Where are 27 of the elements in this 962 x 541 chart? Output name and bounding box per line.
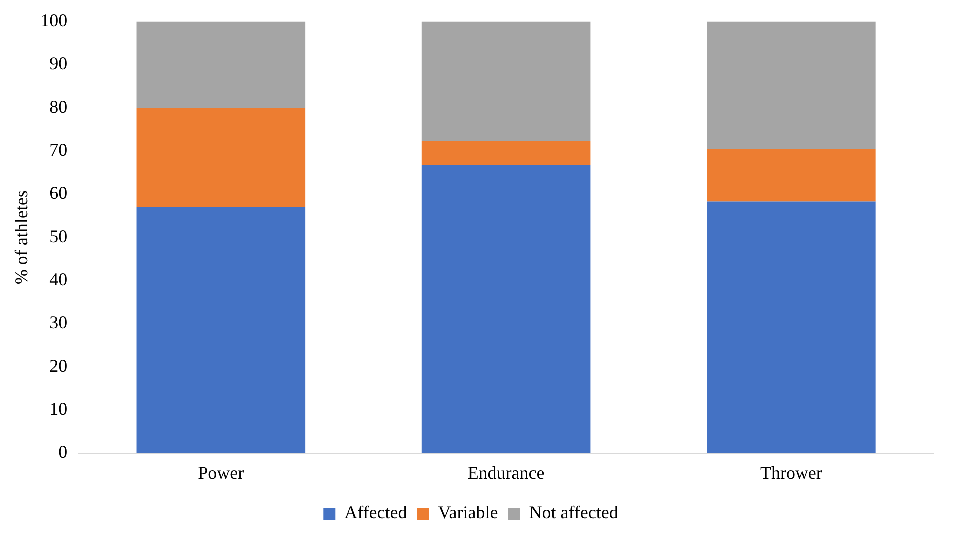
bar [136, 108, 306, 207]
y-tick-label: 90 [50, 54, 68, 74]
legend-label: Not affected [529, 502, 618, 523]
x-tick-label: Endurance [468, 462, 545, 483]
x-tick-label: Power [198, 462, 244, 483]
x-tick-label: Thrower [760, 462, 822, 483]
y-tick-label: 10 [50, 398, 68, 419]
legend-label: Affected [344, 502, 408, 523]
bar [422, 141, 591, 166]
y-tick-label: 70 [50, 140, 68, 160]
legend-label: Variable [438, 502, 498, 523]
bar [136, 22, 306, 108]
y-tick-label: 0 [58, 442, 68, 462]
y-tick-label: 80 [50, 96, 68, 117]
y-tick-label: 40 [50, 269, 68, 290]
y-tick-label: 60 [50, 183, 68, 204]
bar [422, 22, 591, 142]
bar [136, 206, 306, 454]
bar [707, 202, 876, 454]
y-axis-title: % of athletes [12, 190, 32, 285]
y-tick-label: 50 [50, 226, 68, 246]
y-tick-label: 30 [50, 312, 68, 333]
bar [707, 22, 876, 150]
y-tick-label: 100 [40, 10, 68, 31]
bar [422, 166, 591, 454]
bar [707, 149, 876, 202]
y-tick-label: 20 [50, 356, 68, 376]
